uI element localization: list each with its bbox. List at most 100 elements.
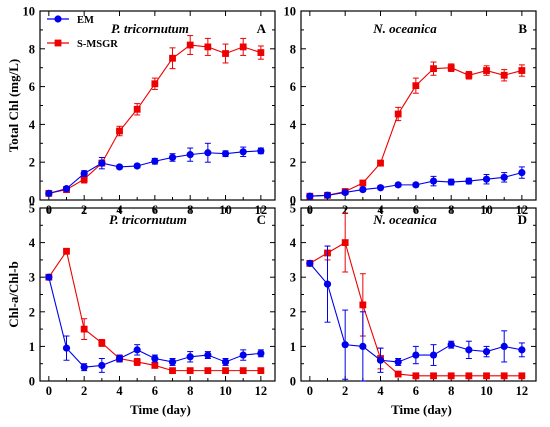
data-point (239, 148, 247, 156)
legend-marker (54, 15, 62, 23)
data-point (430, 65, 437, 73)
data-point (133, 358, 141, 366)
series-line (48, 44, 262, 194)
data-point (80, 325, 88, 333)
x-tick-label: 8 (448, 384, 454, 398)
data-point (306, 192, 314, 200)
series-line (48, 249, 261, 372)
data-point (377, 159, 384, 167)
data-point (482, 175, 491, 183)
data-point (204, 367, 212, 375)
data-point (62, 185, 71, 193)
data-point (239, 351, 247, 359)
x-tick-label: 2 (342, 384, 348, 398)
data-point (80, 175, 88, 183)
y-tick-label: 0 (290, 194, 296, 208)
legend-label: S-MSGR (77, 39, 118, 50)
data-point (430, 372, 437, 380)
data-point (359, 301, 367, 309)
legend-label: EM (77, 15, 94, 26)
y-tick-label: 10 (284, 5, 297, 19)
legend: EM S-MSGR (47, 15, 118, 50)
data-point (115, 163, 124, 171)
data-point (151, 80, 159, 88)
x-tick-label: 4 (377, 384, 384, 398)
data-point (341, 188, 349, 197)
y-tick-label: 4 (29, 236, 36, 250)
panel-title: N. oceanica (372, 21, 437, 36)
data-point (186, 353, 194, 361)
y-tick-label: 0 (29, 375, 35, 389)
y-tick-label: 6 (290, 80, 296, 94)
data-point (98, 159, 106, 167)
data-point (221, 358, 230, 366)
series-line (48, 150, 261, 194)
y-tick-label: 4 (290, 118, 297, 132)
series-line (48, 277, 261, 368)
x-tick-label: 2 (81, 384, 87, 398)
panel-letter: B (518, 21, 527, 36)
series-em (45, 142, 265, 197)
plot-frame (39, 10, 276, 201)
y-tick-label: 6 (29, 80, 35, 94)
series-em (45, 273, 265, 373)
data-point (500, 71, 508, 79)
data-point (133, 346, 141, 354)
data-point (98, 339, 106, 347)
data-point (204, 43, 212, 51)
panel-letter: A (257, 21, 267, 36)
data-point (447, 64, 455, 72)
data-point (376, 184, 385, 192)
y-tick-label: 10 (23, 5, 36, 19)
data-point (151, 362, 159, 369)
data-point (483, 67, 490, 74)
x-tick-label: 6 (413, 384, 419, 398)
y-axis-label: Total Chl (mg/L) (6, 59, 21, 152)
data-point (412, 181, 420, 189)
y-tick-label: 0 (290, 375, 296, 389)
data-point (45, 273, 53, 281)
data-point (465, 346, 473, 354)
y-tick-label: 4 (290, 236, 297, 250)
data-point (518, 372, 526, 380)
data-point (447, 178, 455, 186)
data-point (412, 82, 420, 90)
legend-marker (54, 39, 62, 47)
panel-title: P. tricornutum (111, 21, 189, 36)
data-point (447, 372, 455, 380)
y-tick-label: 2 (29, 305, 35, 319)
data-point (394, 110, 402, 118)
data-point (500, 342, 508, 350)
plot-frame (300, 10, 537, 201)
x-axis-label: Time (day) (391, 402, 452, 417)
panel-letter: C (257, 212, 266, 227)
data-point (169, 367, 176, 375)
data-point (168, 358, 177, 366)
series-s-msgr (45, 35, 265, 197)
data-point (412, 351, 420, 359)
x-tick-label: 12 (516, 384, 529, 398)
data-point (221, 150, 230, 158)
x-tick-label: 4 (116, 384, 123, 398)
data-point (169, 54, 176, 62)
data-point (394, 181, 402, 189)
data-point (98, 361, 106, 370)
data-point (394, 358, 402, 366)
data-point (45, 189, 53, 197)
data-point (151, 354, 159, 363)
data-point (306, 259, 314, 267)
data-point (518, 67, 526, 74)
data-point (518, 346, 526, 354)
data-point (257, 49, 265, 56)
series-em (306, 166, 526, 200)
data-point (116, 127, 123, 135)
x-tick-label: 8 (187, 384, 193, 398)
series-em (306, 245, 526, 382)
y-tick-label: 5 (290, 202, 296, 216)
y-tick-label: 0 (29, 194, 35, 208)
y-tick-label: 3 (290, 271, 296, 285)
data-point (341, 341, 349, 349)
